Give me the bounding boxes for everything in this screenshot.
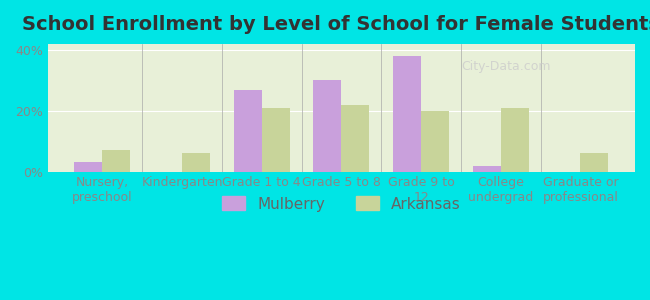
- Bar: [182, 153, 210, 172]
- Title: School Enrollment by Level of School for Female Students: School Enrollment by Level of School for…: [23, 15, 650, 34]
- Bar: [262, 108, 289, 172]
- Bar: [341, 105, 369, 172]
- Bar: [313, 80, 341, 172]
- Bar: [500, 108, 528, 172]
- Bar: [393, 56, 421, 172]
- Text: City-Data.com: City-Data.com: [461, 60, 551, 74]
- Bar: [234, 89, 262, 172]
- Bar: [421, 111, 449, 172]
- Bar: [473, 166, 501, 172]
- Bar: [75, 163, 102, 172]
- Bar: [102, 150, 130, 172]
- Legend: Mulberry, Arkansas: Mulberry, Arkansas: [216, 190, 467, 217]
- Bar: [580, 153, 608, 172]
